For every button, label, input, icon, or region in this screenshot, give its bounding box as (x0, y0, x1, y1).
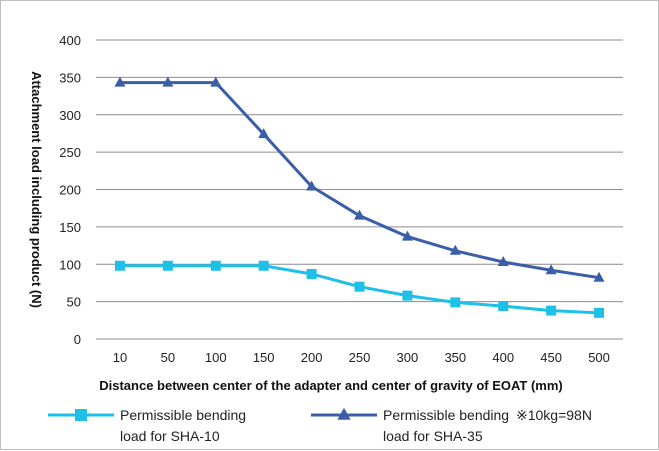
x-tick-label: 200 (301, 350, 323, 365)
triangle-marker (306, 180, 318, 191)
triangle-marker (545, 264, 557, 275)
y-tick-label: 200 (59, 183, 81, 198)
y-tick-label: 400 (59, 33, 81, 48)
triangle-marker (354, 209, 365, 220)
triangle-marker (593, 271, 605, 282)
triangle-marker (449, 244, 461, 255)
square-marker (114, 260, 125, 271)
y-tick-label: 100 (59, 257, 81, 272)
square-marker (162, 260, 173, 271)
square-marker (498, 301, 509, 312)
square-marker (450, 297, 461, 308)
legend-label: load for SHA-10 (120, 428, 220, 444)
square-marker (75, 409, 87, 421)
y-tick-label: 0 (74, 332, 81, 347)
triangle-marker (162, 76, 174, 87)
x-tick-label: 300 (397, 350, 419, 365)
triangle-marker (210, 76, 222, 87)
series-2 (114, 76, 605, 282)
legend-label: load for SHA-35 (383, 428, 483, 444)
gridlines (96, 39, 623, 340)
triangle-marker (497, 256, 509, 267)
triangle-marker (401, 230, 413, 241)
x-tick-label: 10 (113, 350, 127, 365)
y-tick-label: 350 (59, 70, 81, 85)
legend-label: Permissible bending (120, 407, 246, 423)
square-marker (546, 305, 557, 316)
y-tick-label: 150 (59, 220, 81, 235)
series-1 (114, 260, 605, 318)
x-tick-label: 50 (161, 350, 175, 365)
series-lines (114, 76, 605, 318)
square-marker (594, 307, 605, 318)
x-tick-label: 250 (349, 350, 371, 365)
x-tick-label: 500 (588, 350, 610, 365)
square-marker (258, 260, 269, 271)
square-marker (354, 281, 365, 292)
triangle-marker (258, 128, 270, 139)
x-tick-label: 100 (205, 350, 227, 365)
square-marker (402, 290, 413, 301)
y-tick-label: 300 (59, 108, 81, 123)
x-tick-label: 150 (253, 350, 275, 365)
y-axis-title: Attachment load including product (N) (29, 71, 44, 308)
legend-item-2: Permissible bending load for SHA-35 (311, 407, 509, 444)
triangle-marker (114, 76, 126, 87)
conversion-note: ※10kg=98N (516, 407, 592, 423)
square-marker (306, 268, 317, 279)
x-tick-label: 350 (444, 350, 466, 365)
legend-label: Permissible bending (383, 407, 509, 423)
legend-item-1: Permissible bending load for SHA-10 (48, 407, 246, 444)
triangle-marker (337, 407, 351, 420)
y-tick-label: 250 (59, 145, 81, 160)
x-tick-label: 450 (540, 350, 562, 365)
y-tick-label: 50 (67, 295, 81, 310)
y-tick-labels: 0 50 100 150 200 250 300 350 400 (59, 33, 81, 347)
square-marker (210, 260, 221, 271)
x-axis-title: Distance between center of the adapter a… (99, 378, 563, 393)
x-tick-labels: 10 50 100 150 200 250 300 350 400 450 500 (113, 350, 610, 365)
series-line (119, 81, 600, 280)
x-tick-label: 400 (492, 350, 514, 365)
